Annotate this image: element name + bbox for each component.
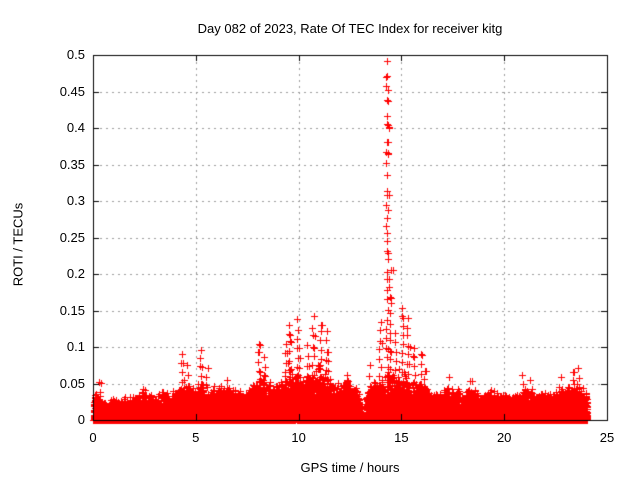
y-tick-label: 0.05 — [59, 375, 85, 391]
x-tick-label: 10 — [291, 430, 306, 445]
y-tick-label: 0.35 — [59, 156, 85, 172]
y-tick-label: 0.1 — [66, 339, 85, 354]
chart-title: Day 082 of 2023, Rate Of TEC Index for r… — [197, 21, 503, 36]
x-axis-label: GPS time / hours — [300, 460, 400, 475]
y-tick-label: 0.15 — [59, 302, 85, 318]
y-tick-label: 0.5 — [66, 47, 85, 62]
y-tick-label: 0 — [77, 412, 85, 427]
x-tick-label: 5 — [192, 430, 200, 445]
y-tick-label: 0.2 — [66, 266, 85, 281]
x-tick-label: 25 — [599, 430, 615, 445]
y-tick-label: 0.3 — [66, 193, 85, 208]
y-tick-label: 0.25 — [59, 229, 85, 245]
y-tick-label: 0.4 — [66, 120, 85, 135]
x-tick-label: 15 — [394, 430, 409, 445]
x-tick-label: 0 — [89, 430, 97, 445]
x-tick-label: 20 — [496, 430, 512, 445]
y-tick-label: 0.45 — [59, 83, 85, 99]
